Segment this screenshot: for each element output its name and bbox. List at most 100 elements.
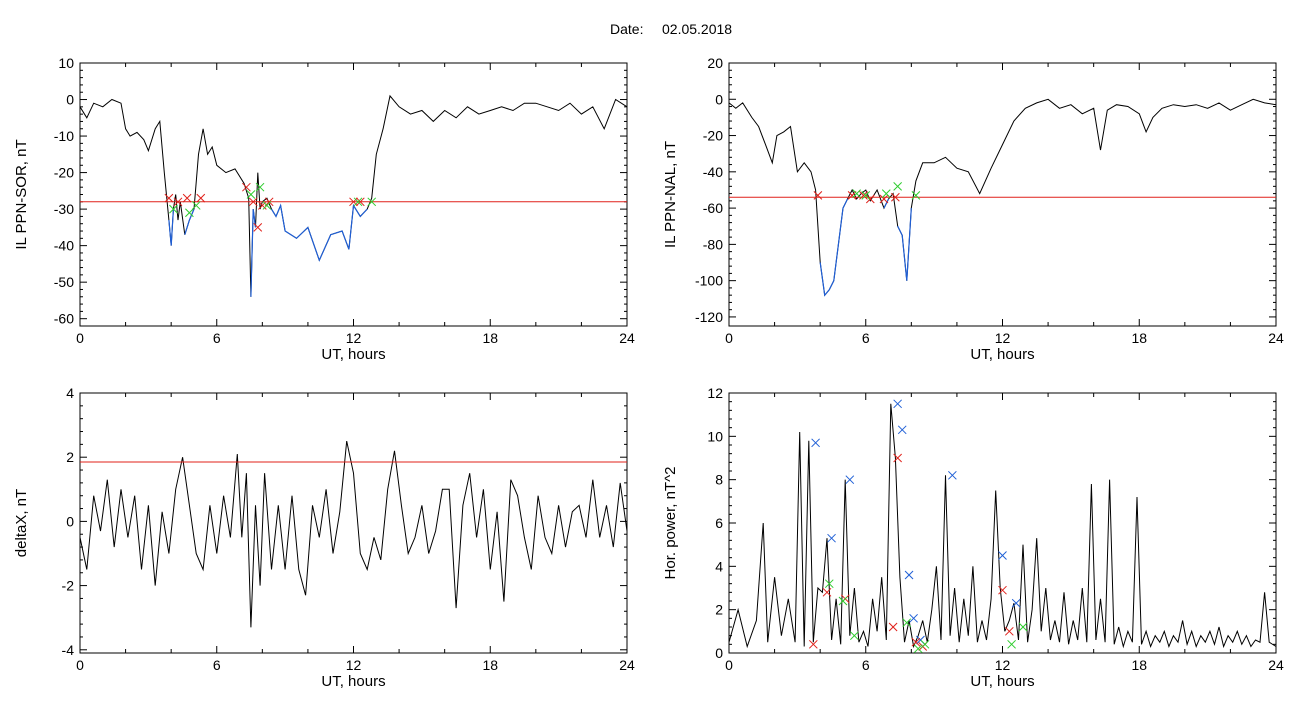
marker-green (191, 201, 201, 210)
x-tick-label: 24 (1268, 330, 1284, 346)
marker-stroke (1011, 598, 1021, 608)
marker-stroke (861, 191, 871, 200)
y-tick-label: -40 (54, 238, 74, 254)
y-tick-label: -4 (62, 642, 75, 658)
x-tick-label: 0 (76, 657, 84, 673)
y-tick-label: -50 (54, 274, 74, 290)
marker-red (865, 194, 875, 204)
y-tick-label: 2 (66, 449, 74, 465)
y-tick-label: 4 (66, 385, 74, 401)
y-tick-label: -60 (54, 311, 74, 327)
series-line (728, 403, 1277, 649)
y-tick-label: 0 (715, 91, 723, 107)
marker-stroke (893, 453, 903, 463)
marker-stroke (845, 475, 855, 485)
marker-stroke (355, 197, 365, 207)
marker-stroke (811, 438, 820, 448)
marker-stroke (262, 201, 272, 210)
marker-green (169, 204, 178, 214)
marker-green (850, 631, 859, 641)
marker-green (920, 639, 930, 649)
y-tick-label: -120 (695, 309, 723, 325)
x-tick-label: 24 (619, 657, 635, 673)
marker-green (881, 189, 891, 198)
y-tick-label: 4 (715, 558, 723, 574)
marker-stroke (897, 425, 907, 435)
marker-stroke (909, 613, 918, 623)
marker-stroke (349, 197, 358, 207)
marker-stroke (1004, 626, 1014, 636)
marker-red (242, 182, 251, 192)
marker-red (859, 191, 868, 200)
marker-stroke (893, 181, 903, 191)
x-tick-label: 0 (725, 330, 733, 346)
marker-red (813, 191, 823, 200)
x-tick-label: 12 (346, 657, 362, 673)
series-line (79, 94, 628, 297)
x-tick-label: 0 (725, 657, 733, 673)
y-tick-label: 10 (707, 428, 723, 444)
y-tick-label: -20 (54, 165, 74, 181)
marker-stroke (1018, 622, 1028, 632)
marker-stroke (827, 533, 836, 543)
y-axis-label: IL PPN-NAL, nT (662, 141, 679, 248)
marker-stroke (916, 635, 925, 645)
x-tick-label: 24 (619, 330, 635, 346)
marker-stroke (911, 637, 921, 647)
marker-stroke (253, 223, 263, 232)
marker-green (852, 189, 861, 198)
marker-green (824, 579, 834, 589)
series-highlight (270, 203, 368, 262)
marker-green (902, 618, 912, 628)
x-tick-label: 0 (76, 330, 84, 346)
marker-blue (1011, 598, 1021, 608)
marker-blue (845, 475, 855, 485)
y-tick-label: -80 (703, 236, 723, 252)
marker-green (911, 191, 921, 200)
marker-stroke (367, 197, 377, 207)
marker-stroke (838, 596, 848, 606)
y-tick-label: 8 (715, 472, 723, 488)
x-tick-label: 6 (862, 657, 870, 673)
marker-stroke (164, 193, 174, 203)
marker-stroke (824, 579, 834, 589)
marker-red (257, 201, 267, 210)
marker-green (1018, 622, 1028, 632)
y-axis-label: IL PPN-SOR, nT (13, 139, 30, 249)
marker-green (185, 208, 194, 218)
marker-stroke (847, 191, 857, 200)
y-tick-label: 10 (58, 55, 74, 71)
marker-green (861, 191, 871, 200)
marker-stroke (852, 189, 861, 198)
marker-stroke (891, 192, 900, 202)
marker-blue (904, 570, 914, 580)
x-tick-label: 18 (482, 330, 498, 346)
y-axis-label: Hor. power, nT^2 (662, 467, 679, 580)
marker-stroke (169, 204, 178, 214)
marker-stroke (242, 182, 251, 192)
plot-frame (79, 392, 628, 654)
marker-stroke (948, 470, 957, 480)
series-highlight (883, 198, 890, 209)
marker-stroke (1007, 639, 1016, 649)
y-tick-label: 0 (66, 92, 74, 108)
series-line (728, 98, 1277, 297)
marker-stroke (913, 644, 923, 654)
marker-stroke (248, 197, 258, 207)
x-tick-label: 6 (213, 330, 221, 346)
marker-red (349, 197, 358, 207)
x-tick-label: 24 (1268, 657, 1284, 673)
marker-green (353, 197, 363, 207)
marker-red (891, 192, 900, 202)
marker-stroke (808, 639, 818, 649)
marker-red (893, 453, 903, 463)
marker-red (847, 191, 857, 200)
marker-red (164, 193, 174, 203)
y-tick-label: 0 (715, 645, 723, 661)
marker-stroke (879, 194, 889, 204)
y-tick-label: 2 (715, 602, 723, 618)
y-tick-label: -2 (62, 578, 75, 594)
